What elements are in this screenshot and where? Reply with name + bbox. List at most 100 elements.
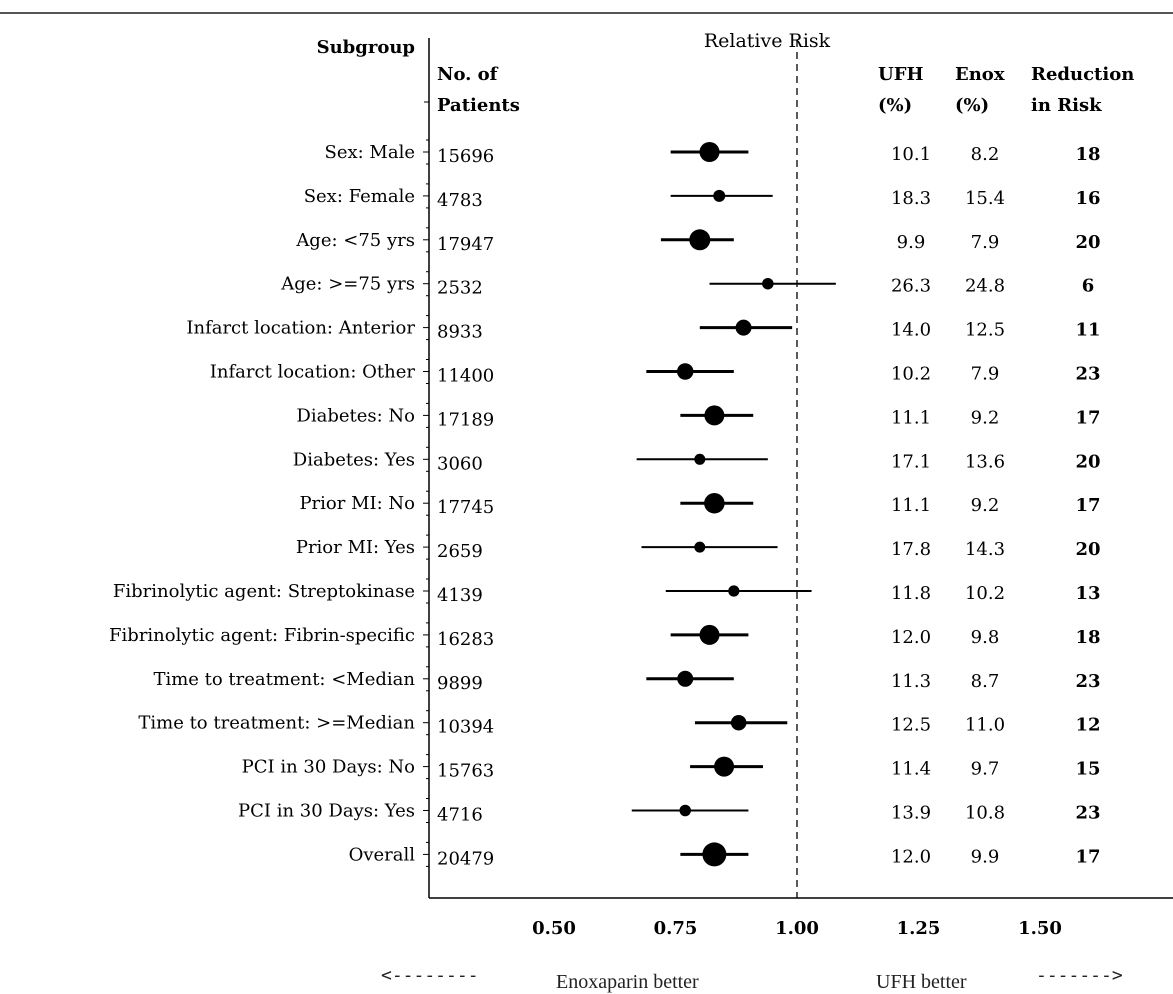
patients-value: 10394 (437, 717, 494, 738)
ufh-value: 11.1 (891, 407, 931, 428)
point-estimate (713, 189, 726, 202)
ufh-value: 12.0 (891, 846, 931, 867)
patients-value: 15696 (437, 146, 494, 167)
point-estimate (699, 142, 720, 162)
enox-value: 15.4 (965, 188, 1005, 209)
ufh-value: 12.0 (891, 627, 931, 648)
subgroup-label: Fibrinolytic agent: Streptokinase (113, 581, 415, 602)
ufh-value: 14.0 (891, 320, 931, 341)
ufh-value: 26.3 (891, 276, 931, 297)
footer-left-arrow: <-------- (381, 965, 479, 986)
enox-value: 13.6 (965, 451, 1005, 472)
reduction-value: 15 (1075, 759, 1100, 780)
point-estimate (728, 585, 740, 597)
x-tick-label: 0.75 (654, 918, 698, 939)
point-estimate (699, 624, 720, 645)
reduction-value: 20 (1075, 539, 1100, 560)
ufh-value: 10.1 (891, 144, 931, 165)
subgroup-label: Prior MI: No (299, 493, 415, 514)
subgroup-label: Age: <75 yrs (295, 230, 415, 251)
x-tick-label: 1.50 (1018, 918, 1062, 939)
enox-value: 11.0 (965, 715, 1005, 736)
reduction-value: 20 (1075, 451, 1100, 472)
point-estimate (730, 714, 747, 731)
subgroup-label: Prior MI: Yes (296, 537, 415, 558)
header-reduction-line2: in Risk (1031, 95, 1102, 116)
ufh-value: 11.1 (891, 495, 931, 516)
point-estimate (735, 319, 752, 336)
footer-left-label: Enoxaparin better (556, 971, 699, 993)
reduction-value: 17 (1075, 407, 1100, 428)
point-estimate (714, 756, 735, 777)
ufh-value: 10.2 (891, 364, 931, 385)
reduction-value: 23 (1075, 364, 1100, 385)
chart-marks: 0.50 0.75 1.00 1.25 1.50 Sex: Male 15696 10.1 8.… (109, 38, 1173, 939)
header-enox-line2: (%) (955, 95, 989, 116)
top-rule (0, 12, 1173, 14)
subgroup-label: Overall (349, 844, 416, 865)
reduction-value: 11 (1075, 320, 1100, 341)
subgroup-label: Fibrinolytic agent: Fibrin-specific (109, 625, 415, 646)
reduction-value: 16 (1075, 188, 1100, 209)
reduction-value: 17 (1075, 846, 1100, 867)
enox-value: 12.5 (965, 320, 1005, 341)
reduction-value: 23 (1075, 803, 1100, 824)
reduction-value: 18 (1075, 144, 1100, 165)
chart-title: Relative Risk (704, 30, 831, 52)
patients-value: 4716 (437, 805, 483, 826)
enox-value: 9.2 (971, 407, 1000, 428)
header-enox-line1: Enox (955, 64, 1005, 85)
enox-value: 9.2 (971, 495, 1000, 516)
footer-right-label: UFH better (876, 971, 967, 993)
ufh-value: 17.8 (891, 539, 931, 560)
subgroup-label: Sex: Female (304, 186, 415, 207)
enox-value: 8.7 (971, 671, 1000, 692)
ufh-value: 9.9 (897, 232, 926, 253)
subgroup-label: Sex: Male (325, 142, 416, 163)
enox-value: 9.7 (971, 759, 1000, 780)
point-estimate (676, 363, 694, 380)
header-patients-line2: Patients (437, 95, 520, 116)
enox-value: 10.2 (965, 583, 1005, 604)
subgroup-label: PCI in 30 Days: No (242, 757, 415, 778)
ufh-value: 18.3 (891, 188, 931, 209)
subgroup-label: Time to treatment: >=Median (138, 713, 415, 734)
patients-value: 2532 (437, 278, 483, 299)
patients-value: 8933 (437, 322, 483, 343)
patients-value: 16283 (437, 629, 494, 650)
x-tick-label: 1.25 (897, 918, 941, 939)
x-tick-label: 1.00 (775, 918, 819, 939)
reduction-value: 17 (1075, 495, 1100, 516)
patients-value: 11400 (437, 366, 494, 387)
point-estimate (704, 492, 725, 514)
patients-value: 17745 (437, 497, 494, 518)
point-estimate (694, 453, 706, 465)
header-ufh-line2: (%) (878, 95, 912, 116)
reduction-value: 13 (1075, 583, 1100, 604)
point-estimate (694, 541, 706, 553)
patients-value: 15763 (437, 761, 494, 782)
subgroup-label: Infarct location: Other (210, 362, 416, 383)
enox-value: 8.2 (971, 144, 1000, 165)
point-estimate (762, 277, 774, 290)
footer-right-arrow: -------> (1036, 965, 1123, 986)
reduction-value: 6 (1082, 276, 1095, 297)
header-reduction-line1: Reduction (1031, 64, 1134, 85)
enox-value: 14.3 (965, 539, 1005, 560)
enox-value: 9.8 (971, 627, 1000, 648)
subgroup-label: Diabetes: No (296, 405, 415, 426)
patients-value: 17947 (437, 234, 494, 255)
ufh-value: 11.3 (891, 671, 931, 692)
subgroup-label: Infarct location: Anterior (186, 318, 415, 339)
point-estimate (704, 405, 725, 426)
point-estimate (679, 804, 691, 817)
enox-value: 24.8 (965, 276, 1005, 297)
reduction-value: 12 (1075, 715, 1100, 736)
ufh-value: 11.4 (891, 759, 931, 780)
x-tick-label: 0.50 (532, 918, 576, 939)
header-patients-line1: No. of (437, 64, 499, 85)
patients-value: 2659 (437, 541, 483, 562)
patients-value: 9899 (437, 673, 483, 694)
subgroup-label: Diabetes: Yes (293, 449, 415, 470)
